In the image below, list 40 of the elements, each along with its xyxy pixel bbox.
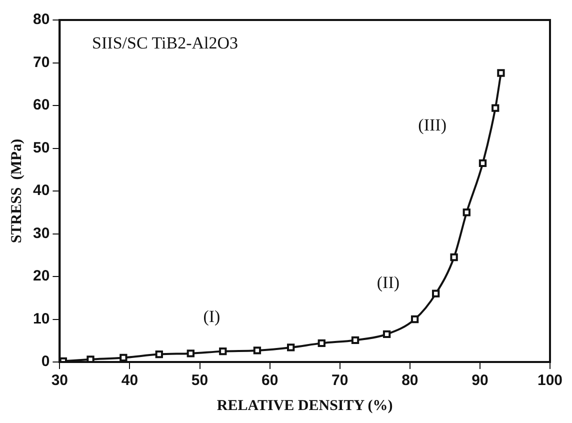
point [382, 330, 391, 338]
annotation: (III) [418, 115, 446, 134]
point [497, 69, 505, 77]
x-tick-label: 100 [537, 372, 563, 390]
point [186, 350, 194, 358]
y-tick-label: 0 [41, 353, 50, 370]
x-tick-label: 60 [261, 372, 278, 390]
y-tick-label: 80 [32, 11, 50, 28]
y-tick-label: 10 [32, 310, 50, 328]
point [219, 347, 227, 356]
x-tick-label: 40 [121, 372, 138, 390]
point [450, 253, 458, 262]
y-tick-label: 70 [32, 54, 50, 71]
point [120, 354, 128, 362]
y-tick-label: 50 [32, 139, 50, 156]
x-tick-label: 70 [332, 372, 348, 390]
y-tick-label: 40 [32, 182, 50, 200]
annotation: SIIS/SC TiB2-Al2O3 [92, 33, 238, 52]
point [492, 104, 500, 112]
point [432, 290, 440, 298]
point [253, 346, 262, 354]
point [410, 315, 419, 324]
point [155, 350, 163, 358]
x-axis-title: RELATIVE DENSITY (%) [216, 398, 393, 414]
annotation: (I) [203, 307, 220, 326]
point [462, 208, 470, 216]
point [287, 344, 295, 352]
point [478, 159, 487, 168]
point [318, 339, 326, 348]
y-tick-label: 30 [32, 224, 50, 242]
y-tick-label: 60 [32, 96, 50, 114]
y-axis-title: STRESS (MPa) [8, 138, 25, 244]
y-tick-label: 20 [32, 268, 50, 285]
x-tick-label: 90 [472, 372, 488, 390]
point [351, 336, 360, 344]
x-tick-label: 50 [191, 372, 208, 390]
annotation: (II) [376, 272, 400, 292]
point [86, 356, 94, 362]
x-tick-label: 80 [402, 372, 418, 390]
x-tick-label: 30 [51, 372, 68, 390]
